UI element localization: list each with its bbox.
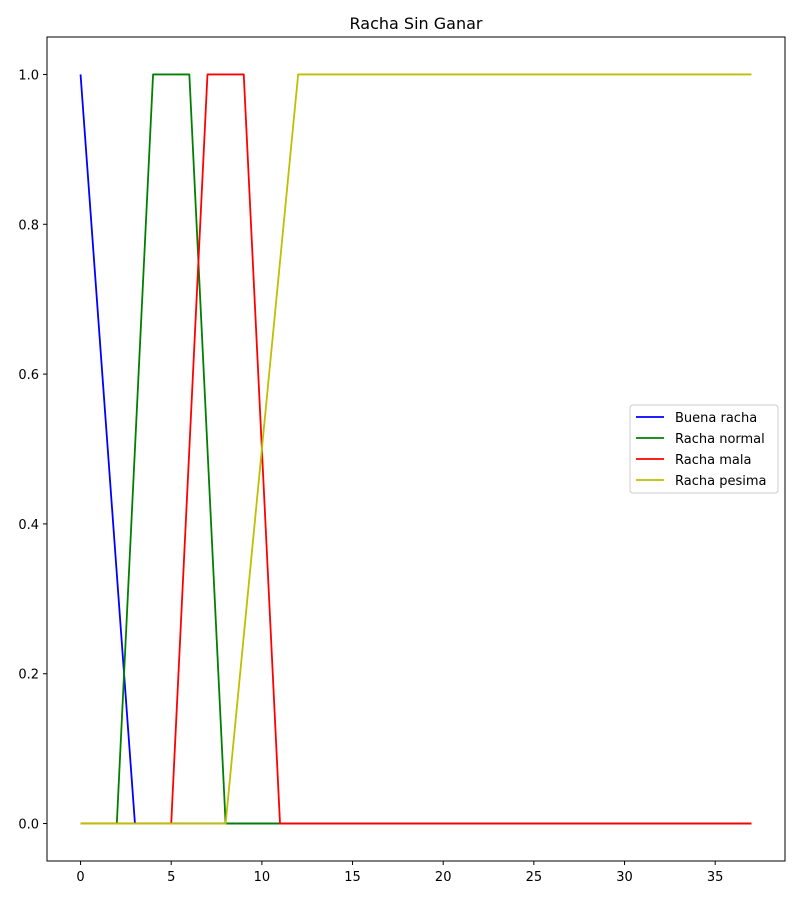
chart-title: Racha Sin Ganar bbox=[350, 14, 483, 33]
x-tick-label: 10 bbox=[254, 870, 271, 885]
plot-frame bbox=[46, 36, 786, 862]
y-tick-label: 0.2 bbox=[18, 668, 39, 683]
legend-box bbox=[629, 404, 779, 494]
y-tick-label: 1.0 bbox=[18, 68, 39, 83]
legend: Buena racha Racha normal Racha mala Racha p… bbox=[629, 404, 779, 494]
y-tick-label: 0.8 bbox=[18, 218, 39, 233]
y-tick-label: 0.6 bbox=[18, 368, 39, 383]
legend-label-1: Buena racha bbox=[675, 411, 757, 426]
x-tick-label: 30 bbox=[616, 870, 633, 885]
y-tick-label: 0.0 bbox=[18, 818, 39, 833]
axes: 0 5 10 15 20 25 30 35 0.0 0.2 0.4 0.6 0.8 1.0 bbox=[18, 36, 786, 885]
y-tick-label: 0.4 bbox=[18, 518, 39, 533]
plot-area bbox=[79, 73, 752, 825]
x-tick-label: 35 bbox=[707, 870, 724, 885]
x-tick-label: 25 bbox=[526, 870, 543, 885]
x-tick-label: 0 bbox=[76, 870, 84, 885]
legend-label-2: Racha normal bbox=[675, 432, 765, 447]
x-tick-label: 5 bbox=[167, 870, 175, 885]
x-tick-label: 20 bbox=[435, 870, 452, 885]
series-line-4 bbox=[80, 73, 752, 825]
legend-label-3: Racha mala bbox=[675, 453, 751, 468]
x-tick-label: 15 bbox=[344, 870, 361, 885]
legend-label-4: Racha pesima bbox=[675, 474, 766, 489]
